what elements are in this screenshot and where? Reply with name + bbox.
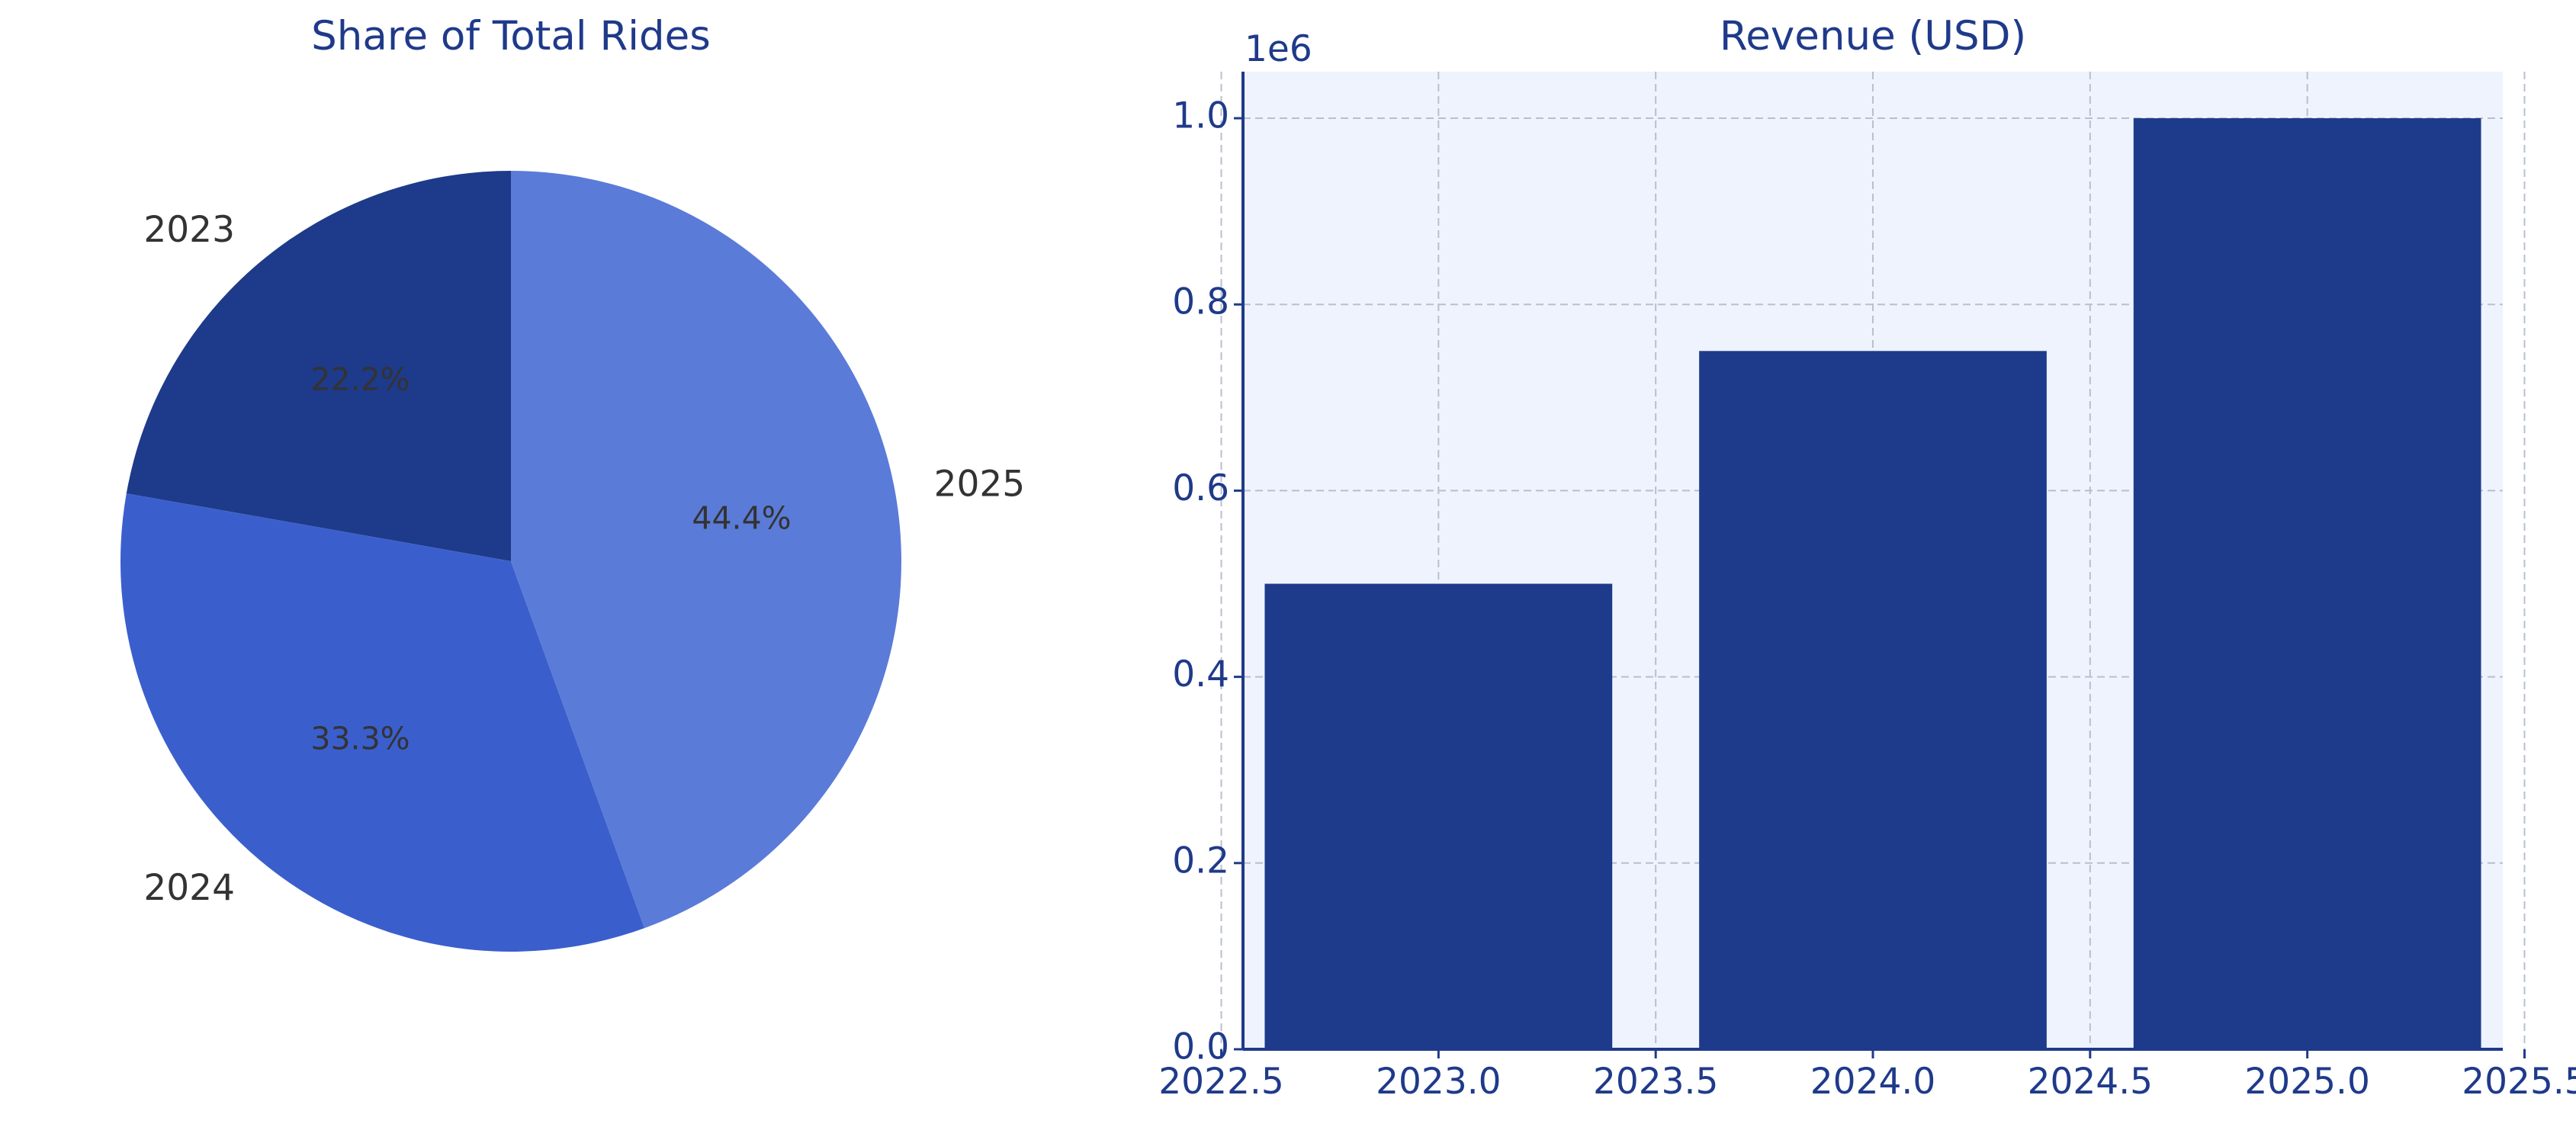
pie-label-2025: 2025 [934, 464, 1026, 506]
bar-chart: Revenue (USD) 2022.5 2023.0 2023.5 2024.0 20… [1158, 13, 2576, 1103]
pie-label-2023: 2023 [143, 209, 235, 251]
bar-chart-title: Revenue (USD) [1720, 13, 2026, 59]
pie-slice-2023 [126, 171, 511, 561]
pie-chart-title: Share of Total Rides [311, 13, 711, 59]
y-tick-label: 0.0 [1172, 1026, 1229, 1068]
x-axis-ticks: 2022.5 2023.0 2023.5 2024.0 2024.5 2025.0 2025… [1158, 1049, 2576, 1103]
pie-slices [120, 171, 901, 952]
pie-chart: Share of Total Rides 202322.2%202433.3%2… [120, 13, 1025, 952]
pie-pct-label-2025: 44.4% [692, 500, 791, 537]
y-tick-label: 0.6 [1172, 467, 1229, 509]
x-tick-label: 2022.5 [1158, 1061, 1283, 1103]
bars [1264, 118, 2481, 1050]
y-tick-label: 0.4 [1172, 654, 1229, 695]
y-tick-label: 0.8 [1172, 281, 1229, 323]
bar-2025 [2133, 118, 2481, 1050]
bar-2024 [1699, 351, 2047, 1049]
pie-label-2024: 2024 [143, 867, 235, 909]
x-tick-label: 2025.0 [2244, 1061, 2369, 1103]
y-axis-ticks: 0.0 0.2 0.4 0.6 0.8 1.0 [1172, 95, 1243, 1068]
x-tick-label: 2024.0 [1810, 1061, 1935, 1103]
bar-2023 [1264, 583, 1613, 1049]
pie-pct-label-2023: 22.2% [310, 361, 410, 398]
y-axis-offset-label: 1e6 [1245, 28, 1312, 70]
x-tick-label: 2023.5 [1593, 1061, 1718, 1103]
x-tick-label: 2025.5 [2462, 1061, 2576, 1103]
pie-labels: 2023 22.2% 2024 33.3% 2025 44.4% [143, 209, 1025, 909]
y-tick-label: 1.0 [1172, 95, 1229, 137]
pie-slice-2025 [511, 171, 901, 929]
pie-slice-2024 [120, 493, 645, 952]
pie-pct-label-2024: 33.3% [310, 720, 410, 756]
x-tick-label: 2023.0 [1376, 1061, 1501, 1103]
x-tick-label: 2024.5 [2028, 1061, 2153, 1103]
y-tick-label: 0.2 [1172, 840, 1229, 882]
